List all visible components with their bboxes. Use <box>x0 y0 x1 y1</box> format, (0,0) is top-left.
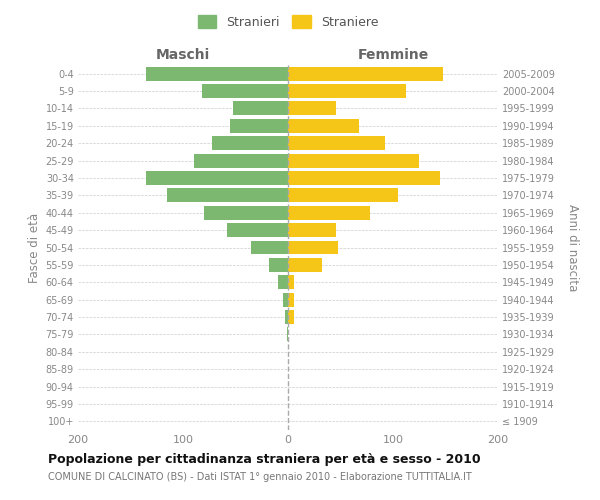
Bar <box>288 136 385 150</box>
Bar <box>202 84 288 98</box>
Bar <box>287 328 288 342</box>
Bar <box>193 154 288 168</box>
Bar <box>204 206 288 220</box>
Text: COMUNE DI CALCINATO (BS) - Dati ISTAT 1° gennaio 2010 - Elaborazione TUTTITALIA.: COMUNE DI CALCINATO (BS) - Dati ISTAT 1°… <box>48 472 472 482</box>
Bar <box>288 240 338 254</box>
Text: Maschi: Maschi <box>156 48 210 62</box>
Bar <box>288 258 322 272</box>
Bar <box>146 66 288 80</box>
Bar <box>288 188 398 202</box>
Bar <box>288 223 337 237</box>
Bar <box>251 240 288 254</box>
Bar <box>288 102 337 116</box>
Bar <box>146 171 288 185</box>
Bar <box>285 310 288 324</box>
Text: Femmine: Femmine <box>358 48 428 62</box>
Legend: Stranieri, Straniere: Stranieri, Straniere <box>195 13 381 32</box>
Bar <box>269 258 288 272</box>
Bar <box>288 276 295 289</box>
Y-axis label: Fasce di età: Fasce di età <box>28 212 41 282</box>
Bar <box>167 188 288 202</box>
Bar <box>288 119 359 133</box>
Text: Popolazione per cittadinanza straniera per età e sesso - 2010: Popolazione per cittadinanza straniera p… <box>48 452 481 466</box>
Bar <box>230 119 288 133</box>
Bar <box>227 223 288 237</box>
Bar <box>288 171 440 185</box>
Y-axis label: Anni di nascita: Anni di nascita <box>566 204 579 291</box>
Bar <box>277 276 288 289</box>
Bar <box>233 102 288 116</box>
Bar <box>283 292 288 306</box>
Bar <box>288 292 295 306</box>
Bar <box>288 310 295 324</box>
Bar <box>288 84 406 98</box>
Bar <box>288 154 419 168</box>
Bar <box>288 206 370 220</box>
Bar <box>212 136 288 150</box>
Bar <box>288 66 443 80</box>
